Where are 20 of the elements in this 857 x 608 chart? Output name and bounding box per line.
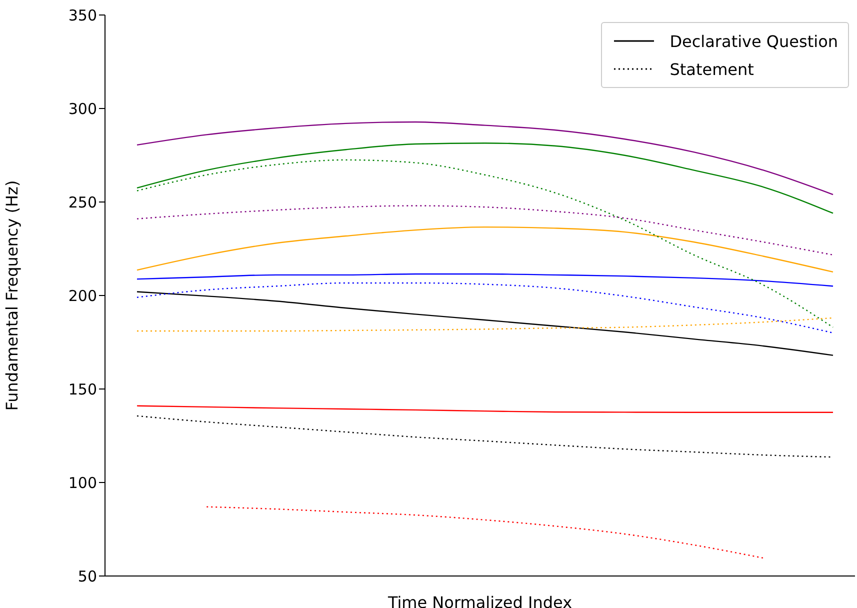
y-tick-label: 250 [68, 193, 97, 212]
line-series [136, 291, 834, 356]
line-series [136, 273, 834, 287]
line-series [136, 121, 834, 196]
y-tick-label: 350 [68, 6, 97, 24]
x-axis-title: Time Normalized Index [386, 593, 572, 608]
y-tick-label: 50 [78, 567, 97, 586]
line-series [136, 405, 834, 413]
legend-label: Declarative Question [670, 32, 838, 50]
y-axis-title: Fundamental Frequency (Hz) [2, 180, 22, 411]
line-series [136, 317, 834, 332]
line-series [136, 282, 834, 334]
y-tick-label: 100 [68, 474, 97, 492]
line-series [136, 205, 834, 256]
y-tick-label: 200 [68, 286, 97, 305]
y-tick-label: 300 [68, 100, 97, 118]
line-series [206, 506, 764, 559]
legend-label: Statement [670, 60, 754, 78]
line-series [136, 226, 834, 273]
y-tick-label: 150 [68, 380, 97, 398]
